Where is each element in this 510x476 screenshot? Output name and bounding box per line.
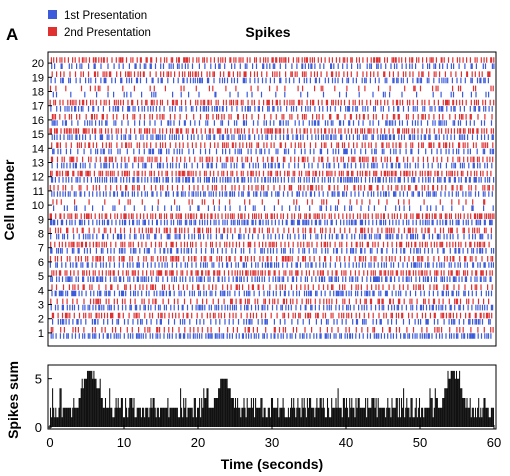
sum-bar-series: [49, 370, 495, 427]
legend-label-second: 2nd Presentation: [64, 27, 151, 39]
spike-row-second: [49, 185, 494, 191]
legend: 1st Presentation 2nd Presentation: [48, 10, 151, 39]
sum-xtick-label: 30: [265, 435, 279, 450]
spike-row-first: [53, 205, 494, 211]
spike-row-first: [50, 219, 493, 226]
spike-row-second: [51, 71, 491, 77]
spike-row-second: [49, 99, 495, 106]
raster-title: Spikes: [245, 24, 290, 40]
spike-row-second: [50, 327, 494, 333]
raster-ytick-label: 8: [38, 229, 44, 241]
sum-yticks: 05: [35, 372, 52, 435]
spike-row-second: [51, 114, 493, 120]
spike-row-first: [51, 290, 493, 297]
spike-row-first: [52, 319, 491, 325]
spike-row-first: [52, 91, 490, 98]
spike-row-second: [51, 270, 493, 276]
spike-row-second: [49, 85, 494, 92]
spike-row-second: [49, 256, 494, 262]
sum-xticks: 0 10 20 30 40 50 60: [46, 425, 501, 450]
spike-row-second: [52, 199, 486, 205]
spike-row-first: [51, 120, 493, 126]
raster-ytick-label: 1: [38, 328, 44, 340]
spike-row-first: [50, 106, 493, 112]
spike-row-first: [51, 134, 494, 140]
sum-bars: [49, 370, 495, 427]
raster-frame: [47, 51, 497, 347]
legend-swatch-second: [48, 27, 57, 36]
raster-ytick-label: 16: [32, 115, 44, 127]
spike-row-second: [50, 156, 494, 163]
sum-xtick-label: 50: [413, 435, 427, 450]
spike-row-second: [50, 57, 495, 63]
raster-ytick-label: 18: [32, 87, 44, 99]
raster-ytick-label: 5: [38, 271, 44, 283]
sum-xtick-label: 60: [487, 435, 501, 450]
raster-ytick-label: 13: [32, 158, 44, 170]
raster-ytick-label: 3: [38, 300, 44, 312]
spike-row-second: [49, 128, 494, 134]
sum-xlabel: Time (seconds): [221, 456, 323, 472]
spike-row-first: [49, 262, 494, 268]
raster-ytick-label: 4: [38, 285, 44, 297]
sum-ytick-label: 0: [35, 420, 42, 435]
sum-ytick-label: 5: [35, 372, 42, 387]
spike-row-first: [50, 177, 495, 183]
spike-row-first: [50, 77, 489, 84]
spike-row-second: [51, 284, 493, 290]
sum-xtick-label: 0: [46, 435, 53, 450]
sum-xtick-label: 10: [117, 435, 131, 450]
raster-ytick-label: 12: [32, 172, 44, 184]
legend-label-first: 1st Presentation: [64, 10, 147, 22]
legend-swatch-first: [48, 10, 57, 19]
raster-ytick-label: 2: [38, 314, 44, 326]
raster-ytick-label: 17: [32, 101, 44, 113]
spike-row-second: [50, 170, 492, 177]
spike-row-first: [50, 333, 492, 339]
sum-ylabel: Spikes sum: [5, 361, 21, 439]
spike-row-first: [50, 304, 494, 311]
raster-ytick-label: 14: [32, 143, 44, 155]
raster-ylabel: Cell number: [1, 159, 17, 240]
spike-row-second: [50, 298, 490, 305]
raster-ytick-label: 7: [38, 243, 44, 255]
spike-row-first: [50, 276, 492, 282]
raster-rows: [49, 57, 495, 339]
spike-row-second: [50, 241, 490, 248]
spike-row-first: [51, 191, 493, 197]
spike-row-second: [51, 312, 493, 319]
spike-row-second: [49, 213, 495, 219]
spike-row-first: [50, 248, 495, 254]
spike-row-first: [50, 233, 492, 240]
spike-row-second: [51, 142, 494, 148]
raster-ytick-label: 10: [32, 200, 44, 212]
raster-ytick-label: 15: [32, 129, 44, 141]
spike-row-second: [49, 227, 492, 234]
raster-ytick-label: 9: [38, 214, 44, 226]
panel-label: A: [6, 25, 18, 44]
spike-row-first: [51, 162, 493, 169]
raster-ytick-label: 6: [38, 257, 44, 269]
spike-row-first: [52, 148, 495, 155]
raster-ytick-label: 11: [33, 186, 44, 198]
spike-row-first: [51, 63, 495, 69]
sum-xtick-label: 40: [339, 435, 353, 450]
sum-xtick-label: 20: [191, 435, 205, 450]
raster-ytick-label: 20: [32, 58, 44, 70]
raster-ytick-label: 19: [32, 72, 44, 84]
